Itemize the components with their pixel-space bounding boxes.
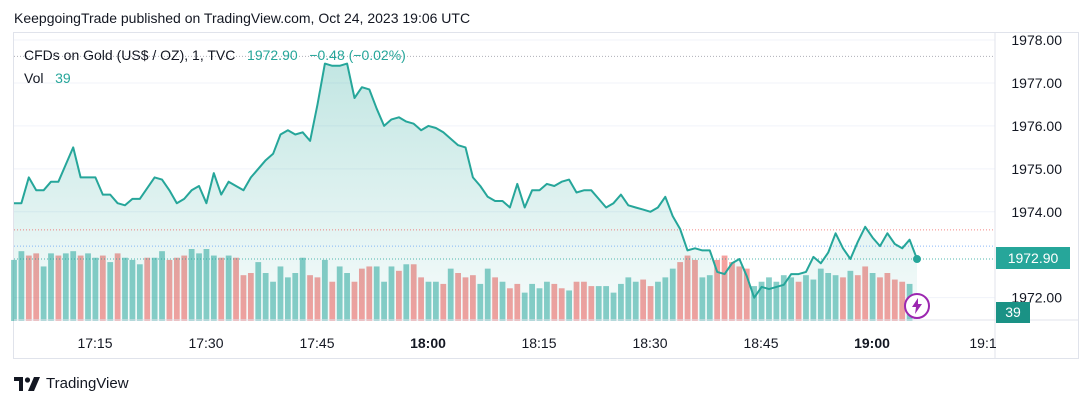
y-tick-label: 1978.00 — [1011, 32, 1062, 48]
brand-name: TradingView — [46, 375, 129, 392]
tradingview-logo-icon — [14, 376, 40, 391]
chart-legend: CFDs on Gold (US$ / OZ), 1, TVC 1972.90 … — [24, 47, 406, 63]
symbol-label: CFDs on Gold (US$ / OZ), 1, TVC — [24, 47, 236, 63]
y-tick-label: 1974.00 — [1011, 204, 1062, 220]
lightning-icon[interactable] — [904, 293, 930, 319]
volume-badge: 39 — [996, 302, 1030, 323]
published-caption: KeepgoingTrade published on TradingView.… — [14, 10, 471, 26]
x-tick-label: 19:00 — [854, 335, 890, 351]
volume-value: 39 — [55, 70, 71, 86]
last-price: 1972.90 — [247, 47, 298, 63]
volume-label: Vol — [24, 70, 44, 86]
x-tick-label: 17:45 — [299, 335, 334, 351]
y-tick-label: 1977.00 — [1011, 75, 1062, 91]
y-tick-label: 1972.00 — [1011, 290, 1062, 306]
x-tick-label: 17:15 — [77, 335, 112, 351]
y-tick-label: 1975.00 — [1011, 161, 1062, 177]
y-tick-label: 1976.00 — [1011, 118, 1062, 134]
price-badge: 1972.90 — [996, 247, 1070, 269]
x-tick-label: 18:45 — [743, 335, 778, 351]
price-line — [14, 62, 918, 299]
volume-legend: Vol 39 — [24, 70, 71, 86]
x-tick-label: 19:1 — [969, 335, 996, 351]
x-tick-label: 18:00 — [410, 335, 446, 351]
x-tick-label: 18:15 — [521, 335, 556, 351]
chart-frame — [13, 32, 1079, 359]
last-price-dot — [913, 255, 921, 264]
price-area — [14, 63, 917, 320]
tradingview-brand[interactable]: TradingView — [14, 375, 129, 392]
x-tick-label: 17:30 — [188, 335, 223, 351]
x-tick-label: 18:30 — [632, 335, 667, 351]
price-change: −0.48 (−0.02%) — [309, 47, 406, 63]
